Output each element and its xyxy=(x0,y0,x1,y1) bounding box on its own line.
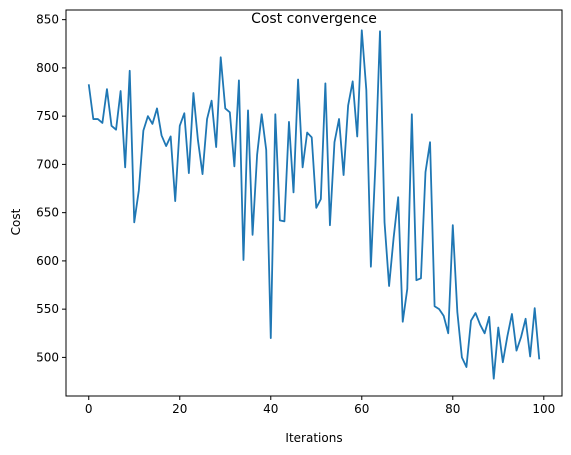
chart-title: Cost convergence xyxy=(251,11,377,27)
y-tick-label: 500 xyxy=(36,350,59,364)
y-axis-ticks: 500 550 600 650 700 750 800 850 xyxy=(36,13,66,364)
plot-frame xyxy=(65,9,563,397)
cost-line xyxy=(87,29,541,380)
y-tick-label: 550 xyxy=(36,302,59,316)
x-axis-ticks: 0 20 40 60 80 100 xyxy=(85,396,555,416)
x-tick-label: 20 xyxy=(172,402,187,416)
x-tick-label: 100 xyxy=(532,402,555,416)
y-tick-label: 650 xyxy=(36,206,59,220)
y-tick-label: 750 xyxy=(36,109,59,123)
x-tick-label: 60 xyxy=(354,402,369,416)
y-tick-label: 850 xyxy=(36,13,59,27)
y-tick-label: 800 xyxy=(36,61,59,75)
x-axis-label: Iterations xyxy=(285,431,342,445)
x-tick-label: 40 xyxy=(263,402,278,416)
y-tick-label: 600 xyxy=(36,254,59,268)
x-tick-label: 80 xyxy=(445,402,460,416)
y-tick-label: 700 xyxy=(36,157,59,171)
y-axis-label: Cost xyxy=(9,208,23,235)
x-tick-label: 0 xyxy=(85,402,93,416)
